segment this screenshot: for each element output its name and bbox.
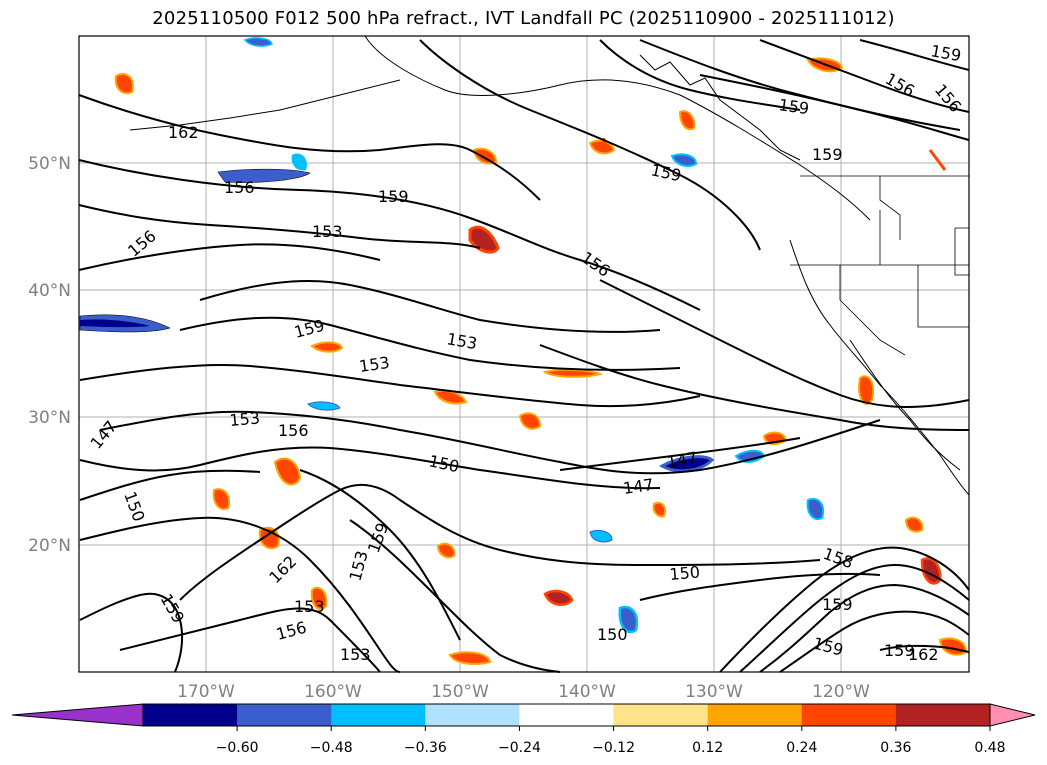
colorbar-swatch: [143, 704, 238, 726]
lat-label-50n: 50°N: [28, 154, 71, 174]
colorbar-swatch: [613, 704, 709, 726]
coastlines: [129, 35, 970, 496]
colorbar-tick-label: −0.24: [498, 740, 541, 756]
colorbar-swatch: [425, 704, 520, 726]
contour-label: 156: [278, 421, 309, 440]
contour-label: 162: [168, 123, 199, 142]
colorbar-swatch: [519, 704, 615, 726]
colorbar-swatch: [331, 704, 426, 726]
contour-label: 156: [224, 178, 255, 197]
colorbar-extend-max: [989, 703, 1036, 727]
colorbar-swatch: [895, 704, 991, 726]
contour-label: 150: [669, 562, 701, 584]
colorbar-tick-label: 0.24: [786, 740, 817, 756]
contour-label: 162: [908, 645, 939, 664]
colorbar-swatch: [707, 704, 803, 726]
colorbar-swatch: [237, 704, 332, 726]
contour-label: 150: [597, 625, 628, 644]
colorbar: −0.60 −0.48 −0.36 −0.24 −0.12 0.12 0.24 0.36 0.4…: [11, 703, 1036, 756]
colorbar-tick-label: −0.12: [592, 740, 635, 756]
lon-label-150w: 150°W: [431, 682, 489, 702]
colorbar-tick-label: 0.12: [692, 740, 723, 756]
contour-label: 147: [622, 475, 655, 498]
contour-label: 159: [884, 641, 915, 660]
colorbar-tick-label: 0.36: [880, 740, 911, 756]
colorbar-tick-label: −0.48: [310, 740, 353, 756]
colorbar-frame: [142, 703, 991, 727]
contour-label: 153: [340, 645, 371, 664]
lon-label-120w: 120°W: [812, 682, 870, 702]
contour-lines: [78, 39, 970, 673]
lat-label-30n: 30°N: [28, 408, 71, 428]
lon-label-140w: 140°W: [558, 682, 616, 702]
contour-label: 159: [822, 595, 853, 614]
contour-label: 159: [378, 187, 409, 206]
plot-frame: [78, 35, 970, 673]
lon-label-160w: 160°W: [304, 682, 362, 702]
contour-label: 153: [229, 408, 261, 430]
colorbar-swatch: [801, 704, 897, 726]
political-boundaries: [790, 175, 969, 356]
lat-label-20n: 20°N: [28, 536, 71, 556]
colorbar-tick-label: 0.48: [974, 740, 1005, 756]
contour-label: 159: [812, 145, 843, 164]
lon-label-170w: 170°W: [177, 682, 235, 702]
contour-label: 153: [312, 222, 343, 241]
colorbar-extend-min: [11, 703, 144, 727]
lat-label-40n: 40°N: [28, 281, 71, 301]
contour-label: 153: [294, 597, 325, 616]
lon-label-130w: 130°W: [685, 682, 743, 702]
contour-label: 153: [358, 353, 391, 376]
longitude-axis: 170°W 160°W 150°W 140°W 130°W 120°W: [177, 682, 870, 702]
colorbar-tick-label: −0.60: [216, 740, 259, 756]
colorbar-tick-label: −0.36: [404, 740, 447, 756]
latitude-axis: 50°N 40°N 30°N 20°N: [28, 154, 71, 556]
map-title: 2025110500 F012 500 hPa refract., IVT La…: [152, 8, 895, 29]
contour-label: 159: [777, 95, 810, 118]
map-plot-area: [79, 36, 969, 672]
